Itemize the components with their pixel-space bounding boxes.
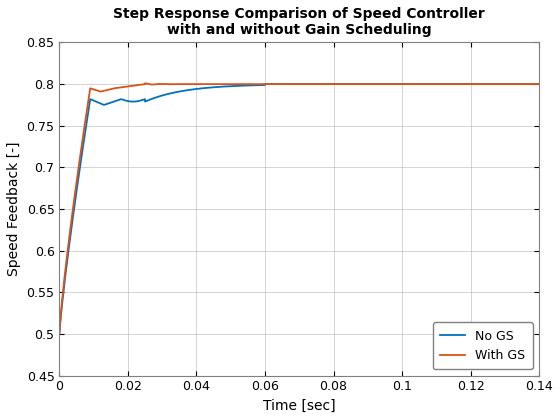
Line: With GS: With GS	[59, 83, 539, 334]
No GS	[368, 81, 375, 87]
No GS	[143, 98, 150, 103]
Legend: No GS, With GS: No GS, With GS	[433, 322, 533, 369]
With GS	[143, 81, 150, 86]
With GS	[414, 81, 421, 87]
Y-axis label: Speed Feedback [-]: Speed Feedback [-]	[7, 142, 21, 276]
With GS	[142, 81, 148, 86]
With GS	[344, 81, 351, 87]
No GS	[56, 331, 63, 336]
With GS	[536, 81, 543, 87]
X-axis label: Time [sec]: Time [sec]	[263, 399, 335, 413]
No GS	[239, 83, 246, 88]
Title: Step Response Comparison of Speed Controller
with and without Gain Scheduling: Step Response Comparison of Speed Contro…	[113, 7, 485, 37]
No GS	[262, 81, 268, 87]
Line: No GS: No GS	[59, 84, 539, 334]
With GS	[56, 331, 63, 336]
No GS	[414, 81, 421, 87]
With GS	[240, 81, 246, 87]
No GS	[536, 81, 543, 87]
No GS	[344, 81, 351, 87]
With GS	[368, 81, 375, 87]
No GS	[451, 81, 458, 87]
With GS	[451, 81, 458, 87]
